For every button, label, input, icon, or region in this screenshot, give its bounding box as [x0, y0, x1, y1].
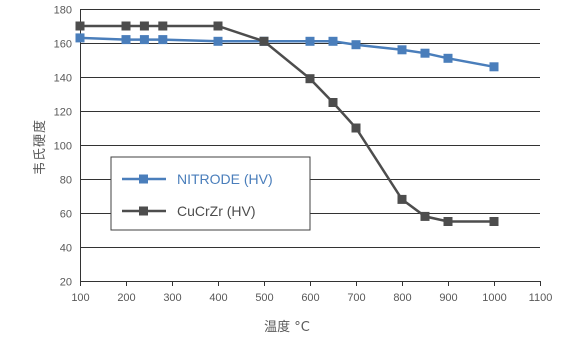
x-axis-title: 温度 °C	[264, 319, 310, 335]
x-tick-label: 100	[71, 292, 89, 304]
legend-box	[110, 156, 311, 231]
data-point	[351, 123, 361, 133]
data-point	[420, 211, 430, 221]
x-tick-labels: 100 200 300 400 500 600 700 800 900 1000 1100	[71, 292, 552, 304]
x-tick-label: 600	[301, 292, 319, 304]
y-tick-label: 80	[60, 175, 72, 187]
x-tick-label: 900	[439, 292, 457, 304]
legend-marker-cucrzr	[139, 206, 148, 216]
y-tick-label: 140	[54, 73, 72, 85]
x-tick-label: 1100	[529, 292, 553, 304]
data-point	[328, 36, 338, 46]
x-tick-label: 700	[347, 292, 365, 304]
data-point	[489, 62, 499, 72]
y-tick-label: 160	[54, 39, 72, 51]
y-tick-label: 180	[54, 5, 72, 17]
axes	[80, 9, 541, 286]
x-tick-label: 300	[163, 292, 181, 304]
data-point	[489, 217, 499, 226]
x-tick-label: 400	[209, 292, 227, 304]
data-point	[397, 194, 407, 204]
data-point	[443, 217, 453, 226]
y-tick-label: 120	[54, 107, 72, 119]
y-tick-label: 40	[60, 243, 72, 255]
data-point	[121, 35, 131, 45]
data-point	[397, 45, 407, 55]
data-point	[139, 35, 149, 45]
data-point	[351, 40, 361, 50]
data-point	[158, 35, 168, 45]
data-point	[328, 98, 338, 107]
data-point	[420, 48, 430, 58]
x-tick-label: 1000	[482, 292, 506, 304]
data-point	[121, 21, 131, 31]
data-point	[305, 36, 315, 46]
data-point	[213, 21, 223, 31]
y-tick-labels: 20 40 60 80 100 120 140 160 180	[54, 5, 72, 289]
data-point	[305, 74, 315, 84]
legend-label-nitrode: NITRODE (HV)	[177, 171, 273, 187]
legend-marker-nitrode	[139, 174, 148, 184]
x-tick-label: 800	[393, 292, 411, 304]
data-point	[443, 53, 453, 63]
data-point	[158, 21, 168, 31]
series	[75, 21, 499, 226]
y-axis-title: 韦氏硬度	[32, 119, 48, 175]
data-point	[259, 36, 269, 46]
legend-label-cucrzr: CuCrZr (HV)	[177, 203, 256, 219]
legend: NITRODE (HV) CuCrZr (HV)	[110, 156, 311, 231]
x-tick-label: 500	[255, 292, 273, 304]
data-point	[75, 33, 85, 43]
x-tick-label: 200	[117, 292, 135, 304]
data-point	[213, 36, 223, 46]
data-point	[139, 21, 149, 31]
y-tick-label: 20	[60, 277, 72, 289]
y-tick-label: 60	[60, 209, 72, 221]
data-point	[75, 21, 85, 31]
y-tick-label: 100	[54, 141, 72, 153]
